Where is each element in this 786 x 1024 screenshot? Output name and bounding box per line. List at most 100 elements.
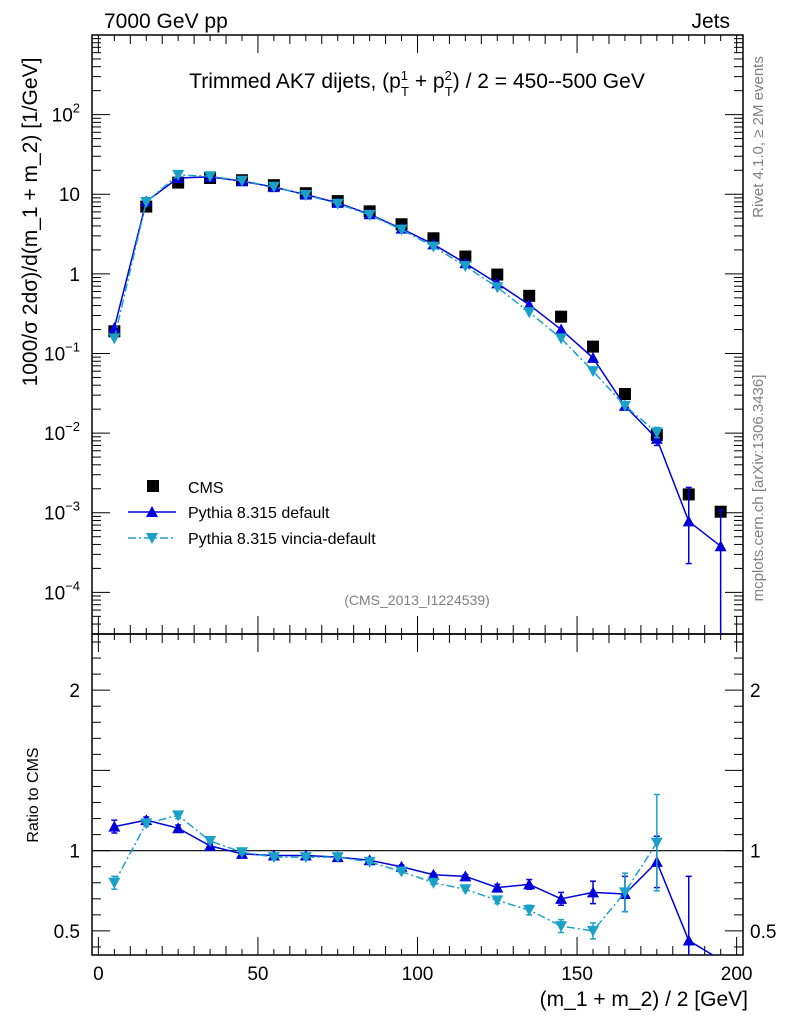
main-y-axis-label: 1000/σ 2dσ)/d(m_1 + m_2) [1/GeV] xyxy=(19,58,42,387)
legend-default-label: Pythia 8.315 default xyxy=(188,505,330,522)
main-point-pythia-8-315-vincia-default xyxy=(523,307,536,319)
main-point-pythia-8-315-vincia-default xyxy=(395,224,408,236)
title-prefix: Trimmed AK7 dijets, (p xyxy=(189,70,401,93)
main-point-pythia-8-315-vincia-default xyxy=(587,366,600,378)
legend-vincia-label: Pythia 8.315 vincia-default xyxy=(188,531,376,548)
ratio-line-pythia-8-315-default xyxy=(114,819,715,955)
ratio-point-pythia-8-315-default xyxy=(427,868,440,880)
ratio-point-pythia-8-315-vincia-default xyxy=(523,905,536,917)
ratio-y-axis-label: Ratio to CMS xyxy=(25,747,42,842)
main-point-pythia-8-315-vincia-default xyxy=(555,333,568,345)
main-title: Trimmed AK7 dijets, (p1 T + p2 T) / 2 = 45… xyxy=(189,68,645,99)
ratio-y-tick-label: 0.5 xyxy=(54,922,80,943)
main-point-cms xyxy=(587,340,600,353)
analysis-watermark: (CMS_2013_I1224539) xyxy=(344,592,490,608)
ratio-point-pythia-8-315-vincia-default xyxy=(555,921,568,933)
ratio-line-pythia-8-315-vincia-default xyxy=(113,814,658,932)
title-sup1: 1 xyxy=(401,68,408,83)
ratio-plot-area xyxy=(108,793,722,955)
ratio-point-pythia-8-315-default xyxy=(459,870,472,882)
x-tick-label: 100 xyxy=(402,964,434,985)
main-point-cms xyxy=(555,310,568,323)
ratio-point-pythia-8-315-default xyxy=(720,953,722,955)
ratio-point-pythia-8-315-vincia-default xyxy=(587,925,600,937)
main-point-pythia-8-315-vincia-default xyxy=(650,427,663,439)
main-y-tick-label: 10 xyxy=(59,185,80,206)
main-point-pythia-8-315-vincia-default xyxy=(140,196,153,208)
ratio-y-tick-label: 1 xyxy=(69,842,80,863)
ratio-point-pythia-8-315-default xyxy=(108,820,121,832)
title-suffix: ) / 2 = 450--500 GeV xyxy=(453,70,645,93)
ratio-point-pythia-8-315-default xyxy=(491,881,504,893)
ratio-point-pythia-8-315-default xyxy=(555,892,568,904)
main-point-pythia-8-315-vincia-default xyxy=(267,181,280,193)
main-point-pythia-8-315-default xyxy=(555,323,568,335)
ratio-point-pythia-8-315-vincia-default xyxy=(363,856,376,868)
ratio-point-pythia-8-315-vincia-default xyxy=(395,866,408,878)
rivet-version-label: Rivet 4.1.0, ≥ 2M events xyxy=(750,56,767,218)
main-axis-ticks: 10−4 10−3 10−2 10−1 1 10 102 xyxy=(44,34,743,635)
main-line-pythia-8-315-vincia-default xyxy=(113,174,658,434)
ratio-point-pythia-8-315-vincia-default xyxy=(267,852,280,864)
main-point-pythia-8-315-vincia-default xyxy=(204,171,217,183)
title-sub1: T xyxy=(401,84,409,99)
ratio-point-pythia-8-315-vincia-default xyxy=(491,895,504,907)
ratio-y-tick-label-right: 1 xyxy=(750,842,761,863)
main-point-pythia-8-315-vincia-default xyxy=(491,282,504,294)
title-mid: + p xyxy=(409,70,445,93)
legend-cms-marker xyxy=(147,480,159,492)
ratio-point-pythia-8-315-vincia-default xyxy=(331,852,344,864)
header-energy-label: 7000 GeV pp xyxy=(104,10,228,33)
main-y-tick-label: 10−1 xyxy=(44,339,80,365)
ratio-point-pythia-8-315-vincia-default xyxy=(172,810,185,822)
ratio-point-pythia-8-315-default xyxy=(172,822,185,834)
ratio-y-tick-label-right: 0.5 xyxy=(750,922,776,943)
main-point-pythia-8-315-default xyxy=(108,321,121,333)
legend: CMS Pythia 8.315 default Pythia 8.315 vi… xyxy=(128,480,376,548)
ratio-point-pythia-8-315-vincia-default xyxy=(108,877,121,889)
main-point-pythia-8-315-vincia-default xyxy=(331,198,344,210)
main-point-pythia-8-315-vincia-default xyxy=(459,261,472,273)
ratio-point-pythia-8-315-vincia-default xyxy=(235,847,248,859)
ratio-axis-ticks: 0.5 0.5 1 1 2 2 0 50 100 150 200 xyxy=(54,634,776,985)
ratio-point-pythia-8-315-default xyxy=(587,886,600,898)
mcplots-label: mcplots.cern.ch [arXiv:1306.3436] xyxy=(750,375,767,602)
legend-cms-label: CMS xyxy=(188,480,224,497)
x-tick-label: 50 xyxy=(247,964,268,985)
main-point-cms xyxy=(459,250,472,263)
main-point-cms xyxy=(523,289,536,302)
main-y-tick-label: 1 xyxy=(69,265,80,286)
legend-vincia-marker xyxy=(146,533,158,544)
main-y-tick-label: 10−3 xyxy=(44,499,80,525)
x-tick-label: 0 xyxy=(93,964,104,985)
main-y-tick-label: 102 xyxy=(52,101,80,127)
header-jets-label: Jets xyxy=(691,10,730,33)
main-point-pythia-8-315-vincia-default xyxy=(427,241,440,253)
title-sub2: T xyxy=(445,84,453,99)
ratio-point-pythia-8-315-default xyxy=(523,878,536,890)
main-y-tick-label: 10−2 xyxy=(44,419,80,445)
x-tick-label: 200 xyxy=(721,964,753,985)
ratio-point-pythia-8-315-vincia-default xyxy=(299,852,312,864)
main-point-pythia-8-315-vincia-default xyxy=(235,175,248,187)
main-plot-area xyxy=(108,169,727,634)
main-point-pythia-8-315-vincia-default xyxy=(363,209,376,221)
ratio-y-tick-label: 2 xyxy=(69,681,80,702)
ratio-point-pythia-8-315-vincia-default xyxy=(204,836,217,848)
ratio-point-pythia-8-315-vincia-default xyxy=(650,837,663,849)
ratio-panel-frame xyxy=(91,633,744,956)
title-sup2: 2 xyxy=(445,68,452,83)
ratio-point-pythia-8-315-vincia-default xyxy=(459,884,472,896)
ratio-point-pythia-8-315-vincia-default xyxy=(427,877,440,889)
main-point-pythia-8-315-vincia-default xyxy=(108,333,121,345)
main-point-pythia-8-315-vincia-default xyxy=(618,400,631,412)
ratio-point-pythia-8-315-vincia-default xyxy=(618,887,631,899)
main-point-pythia-8-315-default xyxy=(587,351,600,363)
main-point-pythia-8-315-default xyxy=(523,298,536,310)
main-point-cms xyxy=(618,387,631,400)
main-point-cms xyxy=(427,232,440,245)
main-point-pythia-8-315-default xyxy=(714,540,727,552)
ratio-point-pythia-8-315-vincia-default xyxy=(140,818,153,830)
main-point-pythia-8-315-vincia-default xyxy=(172,169,185,181)
